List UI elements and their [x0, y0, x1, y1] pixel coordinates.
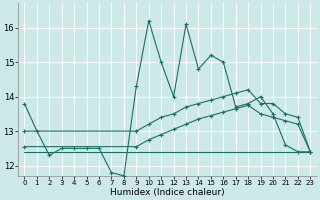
X-axis label: Humidex (Indice chaleur): Humidex (Indice chaleur)	[110, 188, 225, 197]
